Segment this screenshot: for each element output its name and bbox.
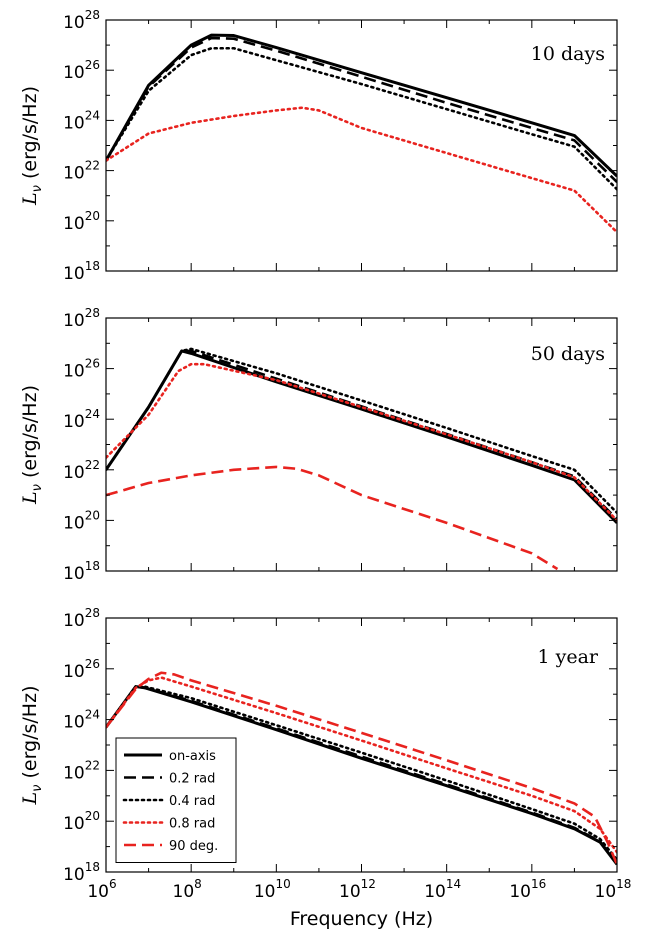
y-tick-label: 1020 (63, 508, 100, 533)
x-axis-label: Frequency (Hz) (290, 908, 433, 930)
y-tick-label: 1026 (63, 357, 100, 382)
y-tick-label: 1028 (63, 8, 100, 33)
y-tick-label: 1024 (63, 108, 100, 133)
y-tick-label: 1024 (63, 407, 100, 432)
x-tick-label: 1014 (424, 877, 461, 902)
y-tick-label: 1028 (63, 306, 100, 331)
y-tick-label: 1018 (63, 259, 100, 284)
series-line-0-2-rad (106, 36, 617, 183)
legend: on-axis 0.2 rad 0.4 rad 0.8 rad 90 deg. (115, 737, 237, 863)
panel-annotation: 50 days (531, 343, 605, 365)
series-line-90-deg- (106, 671, 617, 865)
series-line-0-4-rad (106, 46, 617, 191)
y-tick-label: 1022 (63, 159, 100, 184)
y-tick-label: 1024 (63, 708, 100, 733)
legend-label: on-axis (169, 749, 216, 764)
panel-annotation: 1 year (537, 646, 598, 668)
legend-label: 90 deg. (169, 839, 218, 854)
panel-2: 1018 1020 1022 1024 1026 1028 Lν (erg/s/Hz) 50 … (19, 306, 618, 584)
y-tick-label: 1022 (63, 758, 100, 783)
x-tick-label: 1012 (339, 877, 376, 902)
series-line-0-8-rad (106, 362, 617, 522)
panel-annotation: 10 days (531, 43, 605, 65)
legend-label: 0.8 rad (169, 817, 215, 832)
series-line-on-axis (106, 33, 617, 178)
legend-label: 0.4 rad (169, 794, 215, 809)
x-tick-label: 1018 (595, 877, 632, 902)
y-axis-label: Lν (erg/s/Hz) (19, 86, 45, 206)
panel-1: 1018 1020 1022 1024 1026 1028 Lν (erg/s/Hz) 10 … (19, 8, 618, 284)
y-tick-label: 1018 (63, 559, 100, 584)
y-tick-label: 1028 (63, 606, 100, 631)
x-tick-label: 108 (173, 877, 202, 902)
series-line-0-4-rad (106, 685, 617, 862)
y-tick-label: 1020 (63, 809, 100, 834)
x-tick-label: 106 (87, 877, 116, 902)
series-line-90-deg- (106, 465, 559, 571)
x-tick-label: 1010 (254, 877, 291, 902)
y-axis-label: Lν (erg/s/Hz) (19, 385, 45, 505)
y-tick-label: 1026 (63, 58, 100, 83)
series-line-0-8-rad (106, 106, 617, 234)
panel-3: 1018 1020 1022 1024 1026 1028 106 108 1010 1012 10… (19, 606, 631, 930)
y-tick-label: 1022 (63, 458, 100, 483)
y-tick-label: 1020 (63, 209, 100, 234)
series-line-on-axis (106, 349, 617, 524)
y-axis-label: Lν (erg/s/Hz) (19, 686, 45, 806)
x-tick-label: 1016 (509, 877, 546, 902)
series-line-0-4-rad (106, 347, 617, 515)
y-tick-label: 1026 (63, 657, 100, 682)
legend-label: 0.2 rad (169, 772, 215, 787)
